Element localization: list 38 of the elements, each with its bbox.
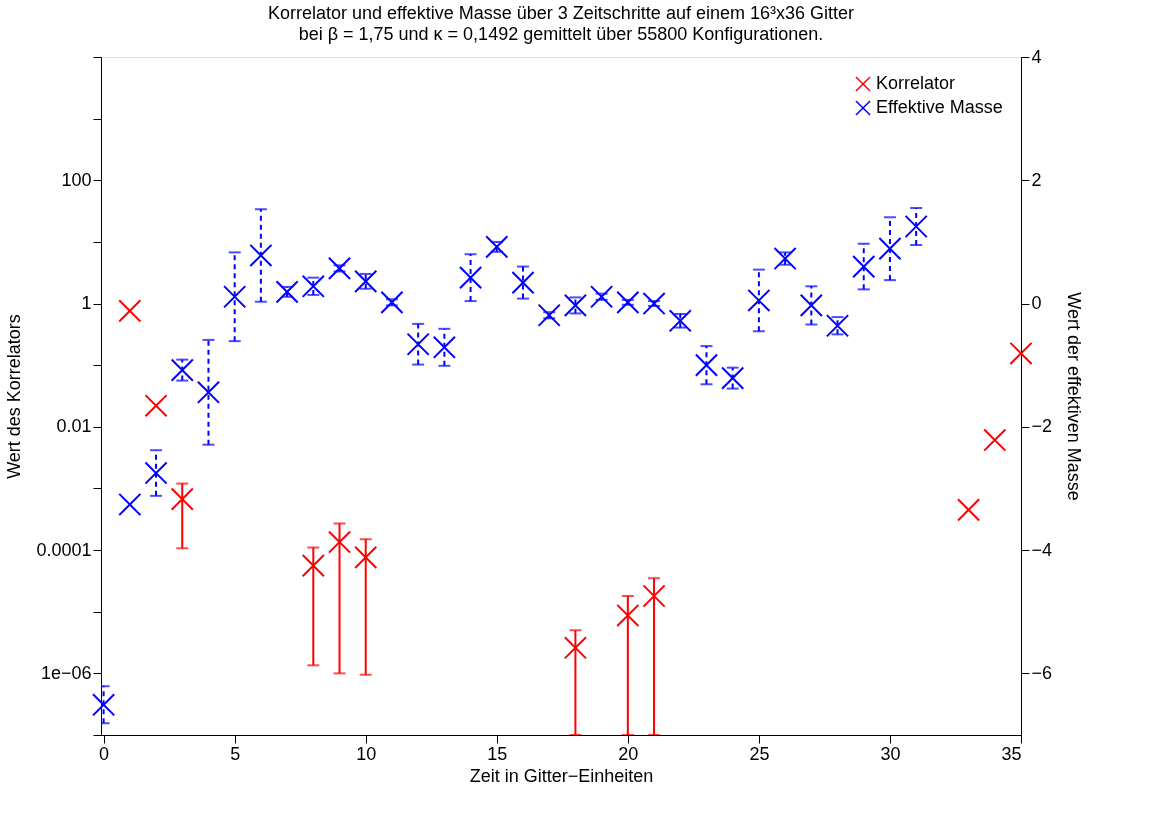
x-tick-label: 10: [356, 743, 377, 764]
y2-tick-label: −6: [1031, 662, 1053, 683]
point: [327, 530, 352, 554]
y2-tick-label: 4: [1031, 46, 1042, 67]
y-tick-label: 1e−06: [40, 662, 92, 683]
y2-tick-label: −2: [1031, 416, 1053, 437]
y-tick-label: 1: [81, 293, 92, 314]
x-tick-label: 5: [230, 743, 241, 764]
point: [956, 498, 981, 522]
chart-title: Korrelator und effektive Masse über 3 Zeitschritte auf einem 16³x36 Gitter: [268, 3, 854, 23]
y-tick-label: 0.0001: [36, 539, 92, 560]
legend-label: Korrelator: [876, 73, 956, 93]
point: [563, 636, 588, 660]
point: [354, 545, 378, 570]
point: [983, 428, 1007, 452]
point: [1009, 341, 1033, 366]
chart-subtitle: bei β = 1,75 und κ = 0,1492 gemittelt über 55800 Konfigurationen.: [298, 24, 824, 44]
point: [144, 394, 168, 418]
y2-tick-label: −4: [1031, 539, 1053, 560]
point: [118, 299, 142, 323]
point: [616, 603, 640, 628]
legend-label: Effektive Masse: [876, 97, 1003, 117]
y2-tick-label: 0: [1031, 293, 1042, 314]
y2-axis-title: Wert der effektiven Masse: [1064, 292, 1085, 501]
point: [642, 584, 666, 608]
x-tick-label: 25: [749, 743, 770, 764]
x-tick-label: 0: [99, 743, 110, 764]
y-tick-label: 100: [61, 169, 92, 190]
point: [170, 487, 194, 511]
y-tick-label: 0.01: [56, 416, 92, 437]
x-tick-label: 20: [618, 743, 639, 764]
point: [301, 554, 325, 578]
x-tick-label: 30: [880, 743, 901, 764]
x-tick-label: 15: [487, 743, 508, 764]
x-tick-label: 35: [1001, 743, 1022, 764]
y2-tick-label: 2: [1031, 169, 1042, 190]
y-axis-title: Wert des Korrelators: [4, 314, 25, 479]
x-axis-title: Zeit in Gitter−Einheiten: [469, 765, 654, 786]
